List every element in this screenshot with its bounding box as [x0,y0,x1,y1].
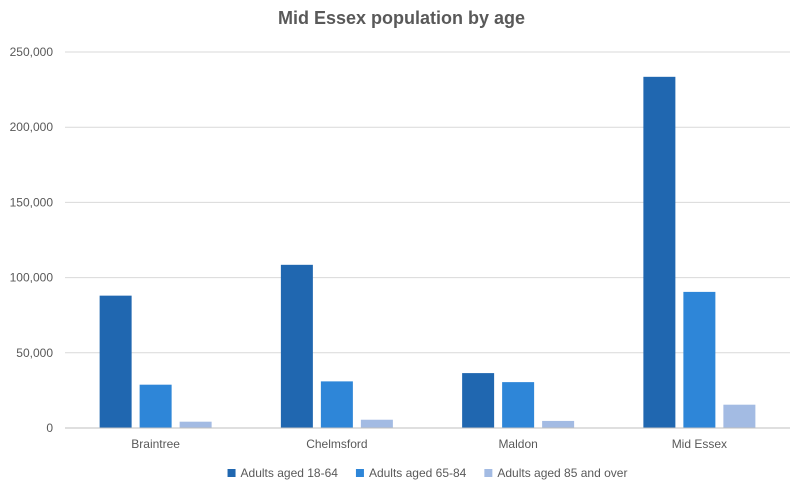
bars [99,76,756,428]
legend-label: Adults aged 18-64 [241,466,339,480]
bar [320,381,353,428]
legend-item: Adults aged 65-84 [355,466,467,480]
y-tick-label: 250,000 [10,45,54,59]
bar [99,295,132,428]
legend-label: Adults aged 65-84 [369,466,467,480]
gridlines [65,51,790,354]
bar [502,382,535,428]
bar [462,373,495,428]
legend-swatch [355,469,364,477]
legend: Adults aged 18-64 Adults aged 65-84 Adults… [227,466,627,480]
bar [683,291,716,428]
bar [723,404,756,428]
y-tick-label: 100,000 [10,271,54,285]
y-tick-label: 150,000 [10,195,54,209]
x-tick-label: Maldon [498,437,537,451]
x-tick-label: Chelmsford [306,437,367,451]
legend-swatch [227,469,236,477]
bar [360,419,393,428]
bar [179,421,212,428]
legend-label: Adults aged 85 and over [497,466,627,480]
bar [542,420,575,428]
legend-item: Adults aged 18-64 [227,466,339,480]
bar [643,76,676,428]
y-tick-label: 50,000 [16,346,53,360]
x-tick-label: Mid Essex [672,437,727,451]
chart-title: Mid Essex population by age [277,8,526,28]
legend-swatch [484,469,493,477]
x-tick-label: Braintree [131,437,180,451]
legend-item: Adults aged 85 and over [484,466,627,480]
bar [280,264,313,428]
y-tick-label: 0 [46,421,53,435]
y-tick-label: 200,000 [10,120,54,134]
bar [139,384,172,428]
y-axis-ticks: 0 50,000 100,000 150,000 200,000 250,000 [10,45,54,435]
x-axis-categories: Braintree Chelmsford Maldon Mid Essex [131,437,727,451]
